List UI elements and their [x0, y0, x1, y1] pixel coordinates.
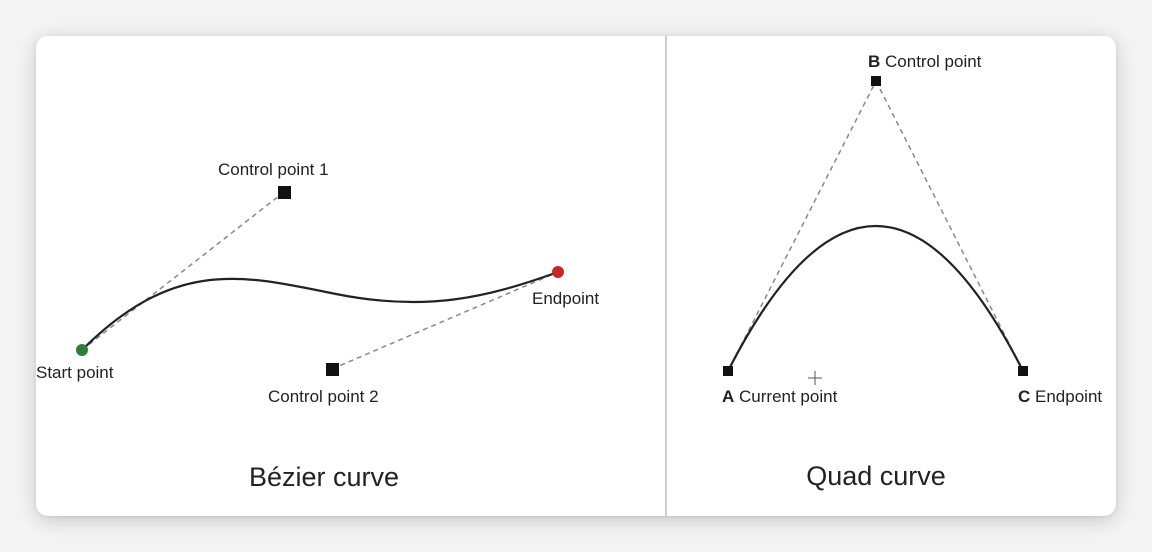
control-point-2-label: Control point 2 — [268, 387, 379, 406]
control-point-marker — [871, 76, 881, 86]
quad-caption: Quad curve — [806, 461, 946, 491]
c-label-text: Endpoint — [1035, 387, 1102, 406]
end-point-marker — [552, 266, 564, 278]
quad-guide-line-bc — [875, 80, 1024, 372]
control-point-b-label: B Control point — [868, 52, 982, 71]
a-label-text: Current point — [739, 387, 838, 406]
b-letter: B — [868, 52, 880, 71]
bezier-curve — [81, 270, 559, 351]
quad-panel: B Control point A Current point C Endpoi… — [722, 52, 1102, 491]
crosshair-icon — [808, 371, 822, 385]
bezier-guide-line-1 — [81, 191, 285, 351]
a-letter: A — [722, 387, 734, 406]
bezier-panel: Control point 1 Control point 2 Start po… — [36, 160, 599, 492]
current-point-a-label: A Current point — [722, 387, 838, 406]
quad-endpoint-marker — [1018, 366, 1028, 376]
start-point-label: Start point — [36, 363, 114, 382]
bezier-caption: Bézier curve — [249, 462, 399, 492]
start-point-marker — [76, 344, 88, 356]
endpoint-c-label: C Endpoint — [1018, 387, 1102, 406]
b-label-text: Control point — [885, 52, 982, 71]
quad-curve — [727, 224, 1024, 372]
current-point-marker — [723, 366, 733, 376]
endpoint-label: Endpoint — [532, 289, 599, 308]
control-point-2-marker — [326, 363, 339, 376]
c-letter: C — [1018, 387, 1030, 406]
diagram-card: Control point 1 Control point 2 Start po… — [36, 36, 1116, 516]
control-point-1-label: Control point 1 — [218, 160, 329, 179]
bezier-guide-line-2 — [331, 271, 559, 370]
control-point-1-marker — [278, 186, 291, 199]
diagram-canvas: Control point 1 Control point 2 Start po… — [36, 36, 1102, 516]
quad-guide-line-ab — [727, 80, 877, 372]
